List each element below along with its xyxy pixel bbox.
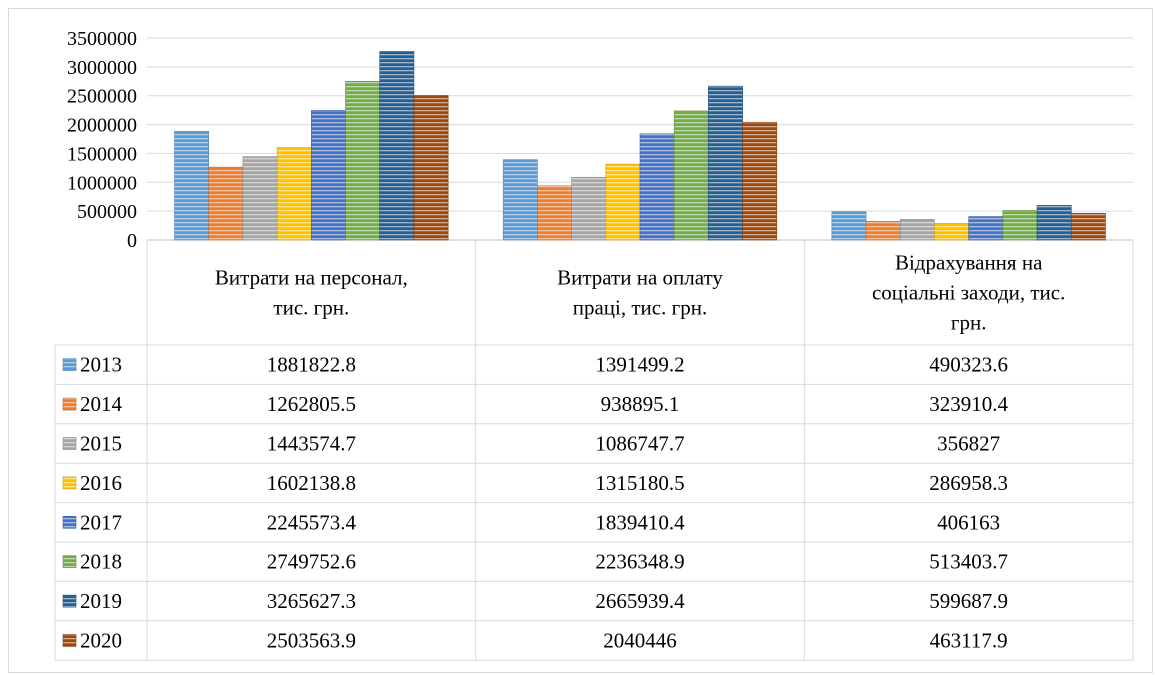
data-label-2015-category-1: 1443574.7 [267, 432, 356, 456]
y-tick-label: 3500000 [67, 28, 137, 50]
legend-key-2019 [62, 594, 77, 608]
bar-2018-category-2 [673, 110, 709, 241]
bar-2019-category-2 [708, 85, 743, 241]
data-label-2013-category-1: 1881822.8 [267, 353, 356, 377]
series-label-2020: 2020 [80, 629, 122, 653]
y-tick-label: 1500000 [67, 143, 137, 165]
data-label-2019-category-2: 2665939.4 [595, 589, 685, 613]
category-label-line: праці, тис. грн. [573, 296, 707, 320]
data-label-2019-category-3: 599687.9 [929, 589, 1008, 613]
category-label-2: Витрати на оплату праці, тис. грн. [557, 266, 723, 320]
bar-2015-category-1 [242, 156, 278, 241]
bar-2017-category-3 [968, 216, 1004, 241]
legend-key-2015 [62, 437, 77, 450]
data-label-2017-category-2: 1839410.4 [595, 510, 685, 534]
chart-frame [8, 8, 1153, 673]
bar-2019-category-3 [1036, 205, 1072, 241]
bar-2017-category-2 [639, 133, 675, 241]
bar-2014-category-3 [865, 221, 901, 241]
data-label-2018-category-1: 2749752.6 [267, 550, 356, 574]
category-label-line: тис. грн. [273, 296, 349, 320]
category-label-line: Відрахування на [895, 251, 1043, 275]
legend-key-2017 [62, 515, 77, 529]
data-label-2015-category-2: 1086747.7 [595, 432, 684, 456]
category-label-line: грн. [951, 311, 987, 335]
data-label-2019-category-1: 3265627.3 [267, 589, 356, 613]
data-label-2014-category-2: 938895.1 [601, 392, 680, 416]
legend-key-2020 [62, 634, 77, 647]
data-label-2020-category-2: 2040446 [603, 629, 677, 653]
data-label-2018-category-3: 513403.7 [929, 550, 1008, 574]
bar-2020-category-2 [742, 121, 778, 241]
legend-key-2018 [62, 555, 77, 569]
y-tick-label: 2500000 [67, 86, 137, 108]
category-label-3: Відрахування на соціальні заходи, тис. грн… [872, 251, 1065, 335]
bar-2015-category-3 [899, 219, 935, 241]
bar-2014-category-1 [208, 166, 244, 241]
y-tick-label: 3000000 [67, 57, 137, 79]
bar-2015-category-2 [571, 176, 607, 241]
y-tick-label: 1000000 [67, 172, 137, 194]
bar-2018-category-1 [345, 80, 381, 241]
series-label-2018: 2018 [80, 550, 122, 574]
bar-2019-category-1 [379, 51, 415, 241]
category-label-line: Витрати на оплату [557, 266, 723, 290]
data-label-2014-category-1: 1262805.5 [267, 392, 356, 416]
series-label-2013: 2013 [80, 353, 122, 377]
data-label-2014-category-3: 323910.4 [929, 392, 1008, 416]
bar-2014-category-2 [537, 185, 572, 241]
bar-2016-category-3 [934, 223, 969, 241]
bar-2016-category-1 [276, 147, 312, 241]
bar-2013-category-1 [174, 131, 210, 241]
legend-key-2013 [62, 358, 77, 372]
series-label-2015: 2015 [80, 432, 122, 456]
data-label-2013-category-2: 1391499.2 [595, 353, 684, 377]
data-label-2016-category-2: 1315180.5 [595, 471, 684, 495]
legend-key-2014 [62, 397, 77, 411]
bar-2020-category-1 [413, 95, 449, 241]
data-label-2020-category-3: 463117.9 [930, 629, 1008, 653]
bar-2016-category-2 [605, 163, 641, 241]
bar-2020-category-3 [1070, 212, 1106, 241]
data-label-2017-category-3: 406163 [937, 510, 1000, 534]
category-label-line: Витрати на персонал, [215, 266, 408, 290]
series-label-2014: 2014 [80, 392, 123, 416]
bar-2013-category-3 [831, 211, 867, 241]
category-label-1: Витрати на персонал, тис. грн. [215, 266, 408, 320]
data-label-2018-category-2: 2236348.9 [595, 550, 684, 574]
bar-2018-category-3 [1002, 210, 1038, 241]
data-label-2013-category-3: 490323.6 [929, 353, 1008, 377]
y-tick-label: 0 [127, 230, 137, 252]
data-label-2016-category-1: 1602138.8 [267, 471, 356, 495]
y-tick-label: 2000000 [67, 115, 137, 137]
y-tick-label: 500000 [77, 201, 137, 223]
bar-2013-category-2 [502, 159, 538, 241]
series-label-2019: 2019 [80, 589, 122, 613]
category-label-line: соціальні заходи, тис. [872, 281, 1065, 305]
legend-key-2016 [62, 476, 77, 490]
data-label-2016-category-3: 286958.3 [929, 471, 1008, 495]
data-label-2017-category-1: 2245573.4 [267, 510, 357, 534]
data-label-2015-category-3: 356827 [937, 432, 1000, 456]
bar-2017-category-1 [311, 110, 346, 241]
series-label-2017: 2017 [80, 510, 122, 534]
series-label-2016: 2016 [80, 471, 122, 495]
data-label-2020-category-1: 2503563.9 [267, 629, 356, 653]
